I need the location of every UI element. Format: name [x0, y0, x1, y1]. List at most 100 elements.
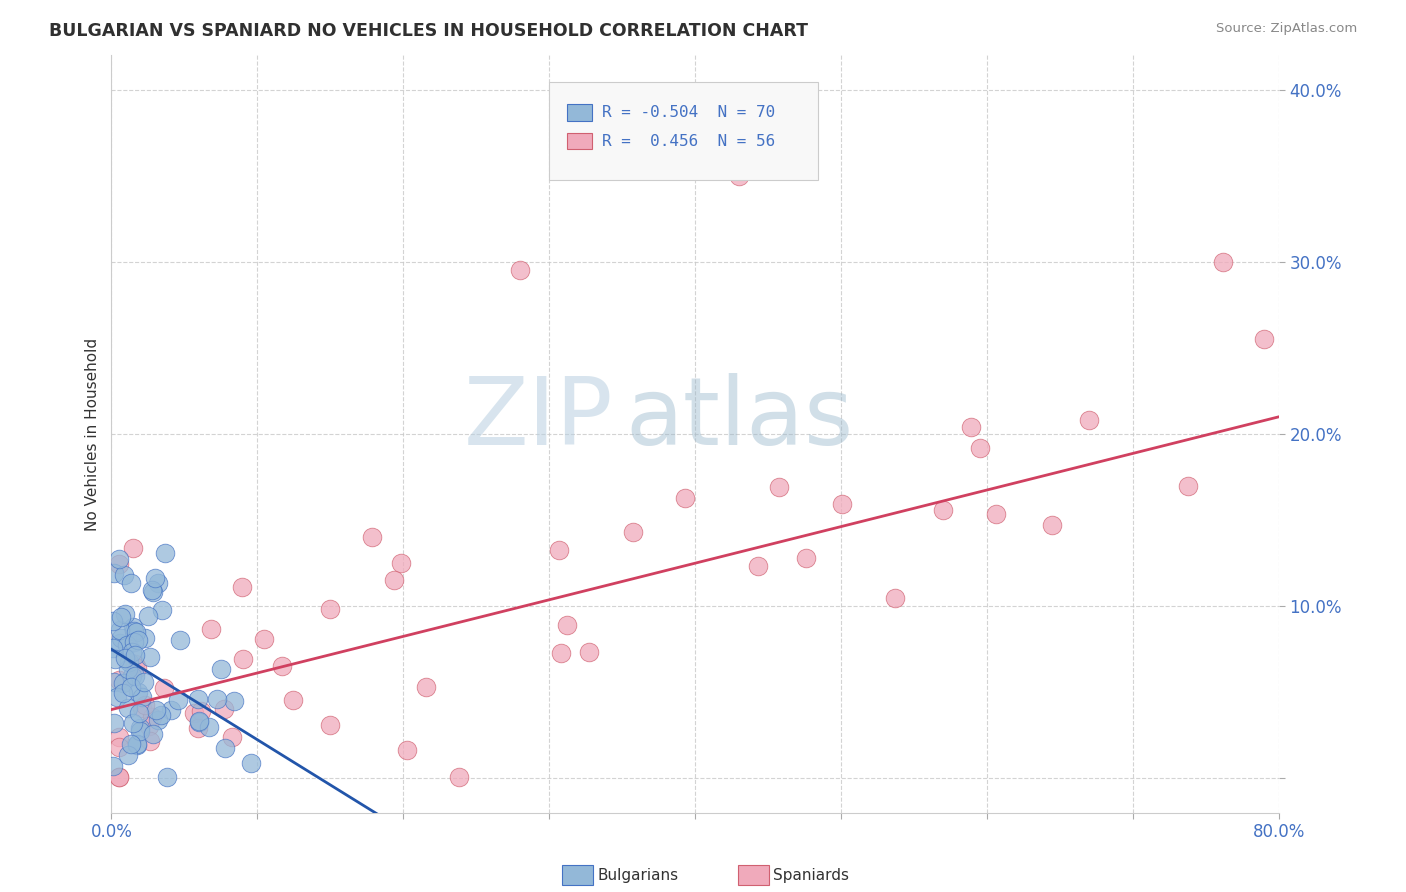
Point: [1078, 413, 1101, 427]
Point: [198, 720, 221, 734]
Point: [124, 669, 146, 683]
Point: [124, 648, 146, 662]
Point: [169, 633, 191, 648]
Text: BULGARIAN VS SPANIARD NO VEHICLES IN HOUSEHOLD CORRELATION CHART: BULGARIAN VS SPANIARD NO VEHICLES IN HOU…: [49, 22, 808, 40]
Text: Bulgarians: Bulgarians: [598, 868, 679, 882]
Bar: [567, 133, 592, 150]
Point: [127, 632, 149, 647]
Point: [136, 608, 159, 623]
Point: [122, 716, 145, 731]
Point: [105, 690, 128, 704]
Point: [231, 581, 253, 595]
Point: [139, 733, 162, 747]
Point: [319, 717, 342, 731]
Point: [118, 655, 141, 669]
Point: [127, 661, 149, 675]
Point: [153, 546, 176, 560]
Point: [104, 651, 127, 665]
Point: [121, 645, 143, 659]
Point: [125, 737, 148, 751]
Point: [131, 701, 153, 715]
Point: [131, 690, 153, 704]
Point: [415, 680, 437, 694]
Point: [101, 759, 124, 773]
Point: [103, 614, 125, 628]
Point: [108, 623, 131, 637]
Point: [117, 638, 139, 652]
Point: [142, 726, 165, 740]
Point: [138, 719, 160, 733]
Point: [145, 703, 167, 717]
Point: [960, 420, 983, 434]
Point: [214, 741, 236, 756]
Point: [207, 691, 229, 706]
Point: [1253, 332, 1275, 346]
Point: [107, 740, 129, 755]
Point: [200, 622, 222, 636]
Point: [141, 710, 163, 724]
Point: [141, 582, 163, 597]
Point: [449, 770, 471, 784]
Point: [101, 640, 124, 655]
Point: [122, 635, 145, 649]
Point: [728, 169, 751, 183]
Point: [1040, 518, 1063, 533]
Point: [142, 585, 165, 599]
Text: R = -0.504  N = 70: R = -0.504 N = 70: [602, 105, 775, 120]
Point: [183, 706, 205, 720]
Point: [110, 632, 132, 646]
Point: [555, 617, 578, 632]
Point: [117, 662, 139, 676]
Point: [153, 681, 176, 695]
Bar: [567, 104, 592, 121]
Point: [253, 632, 276, 647]
Point: [134, 698, 156, 713]
Point: [125, 624, 148, 639]
Point: [270, 658, 292, 673]
Point: [114, 651, 136, 665]
Point: [547, 542, 569, 557]
Point: [143, 571, 166, 585]
Point: [107, 770, 129, 784]
Point: [1212, 255, 1234, 269]
Text: Spaniards: Spaniards: [773, 868, 849, 882]
Point: [166, 693, 188, 707]
Point: [110, 609, 132, 624]
Text: atlas: atlas: [626, 373, 853, 465]
Point: [319, 602, 342, 616]
Point: [159, 703, 181, 717]
Point: [139, 650, 162, 665]
Point: [134, 674, 156, 689]
Point: [969, 441, 991, 455]
Point: [124, 657, 146, 671]
Point: [187, 721, 209, 735]
Text: ZIP: ZIP: [464, 373, 613, 465]
FancyBboxPatch shape: [550, 82, 818, 180]
Text: Source: ZipAtlas.com: Source: ZipAtlas.com: [1216, 22, 1357, 36]
Point: [146, 713, 169, 727]
Point: [103, 566, 125, 580]
Point: [150, 602, 173, 616]
Point: [114, 607, 136, 621]
Point: [149, 707, 172, 722]
Point: [107, 551, 129, 566]
Point: [108, 636, 131, 650]
Point: [122, 619, 145, 633]
Point: [794, 551, 817, 566]
Point: [187, 714, 209, 729]
Point: [128, 706, 150, 720]
Point: [128, 721, 150, 735]
Point: [932, 502, 955, 516]
Point: [124, 624, 146, 639]
Point: [389, 556, 412, 570]
Point: [107, 673, 129, 687]
Point: [107, 770, 129, 784]
Point: [190, 704, 212, 718]
Point: [103, 715, 125, 730]
Point: [125, 738, 148, 752]
Point: [361, 530, 384, 544]
Point: [148, 576, 170, 591]
Point: [107, 558, 129, 572]
Point: [120, 576, 142, 591]
Point: [112, 567, 135, 582]
